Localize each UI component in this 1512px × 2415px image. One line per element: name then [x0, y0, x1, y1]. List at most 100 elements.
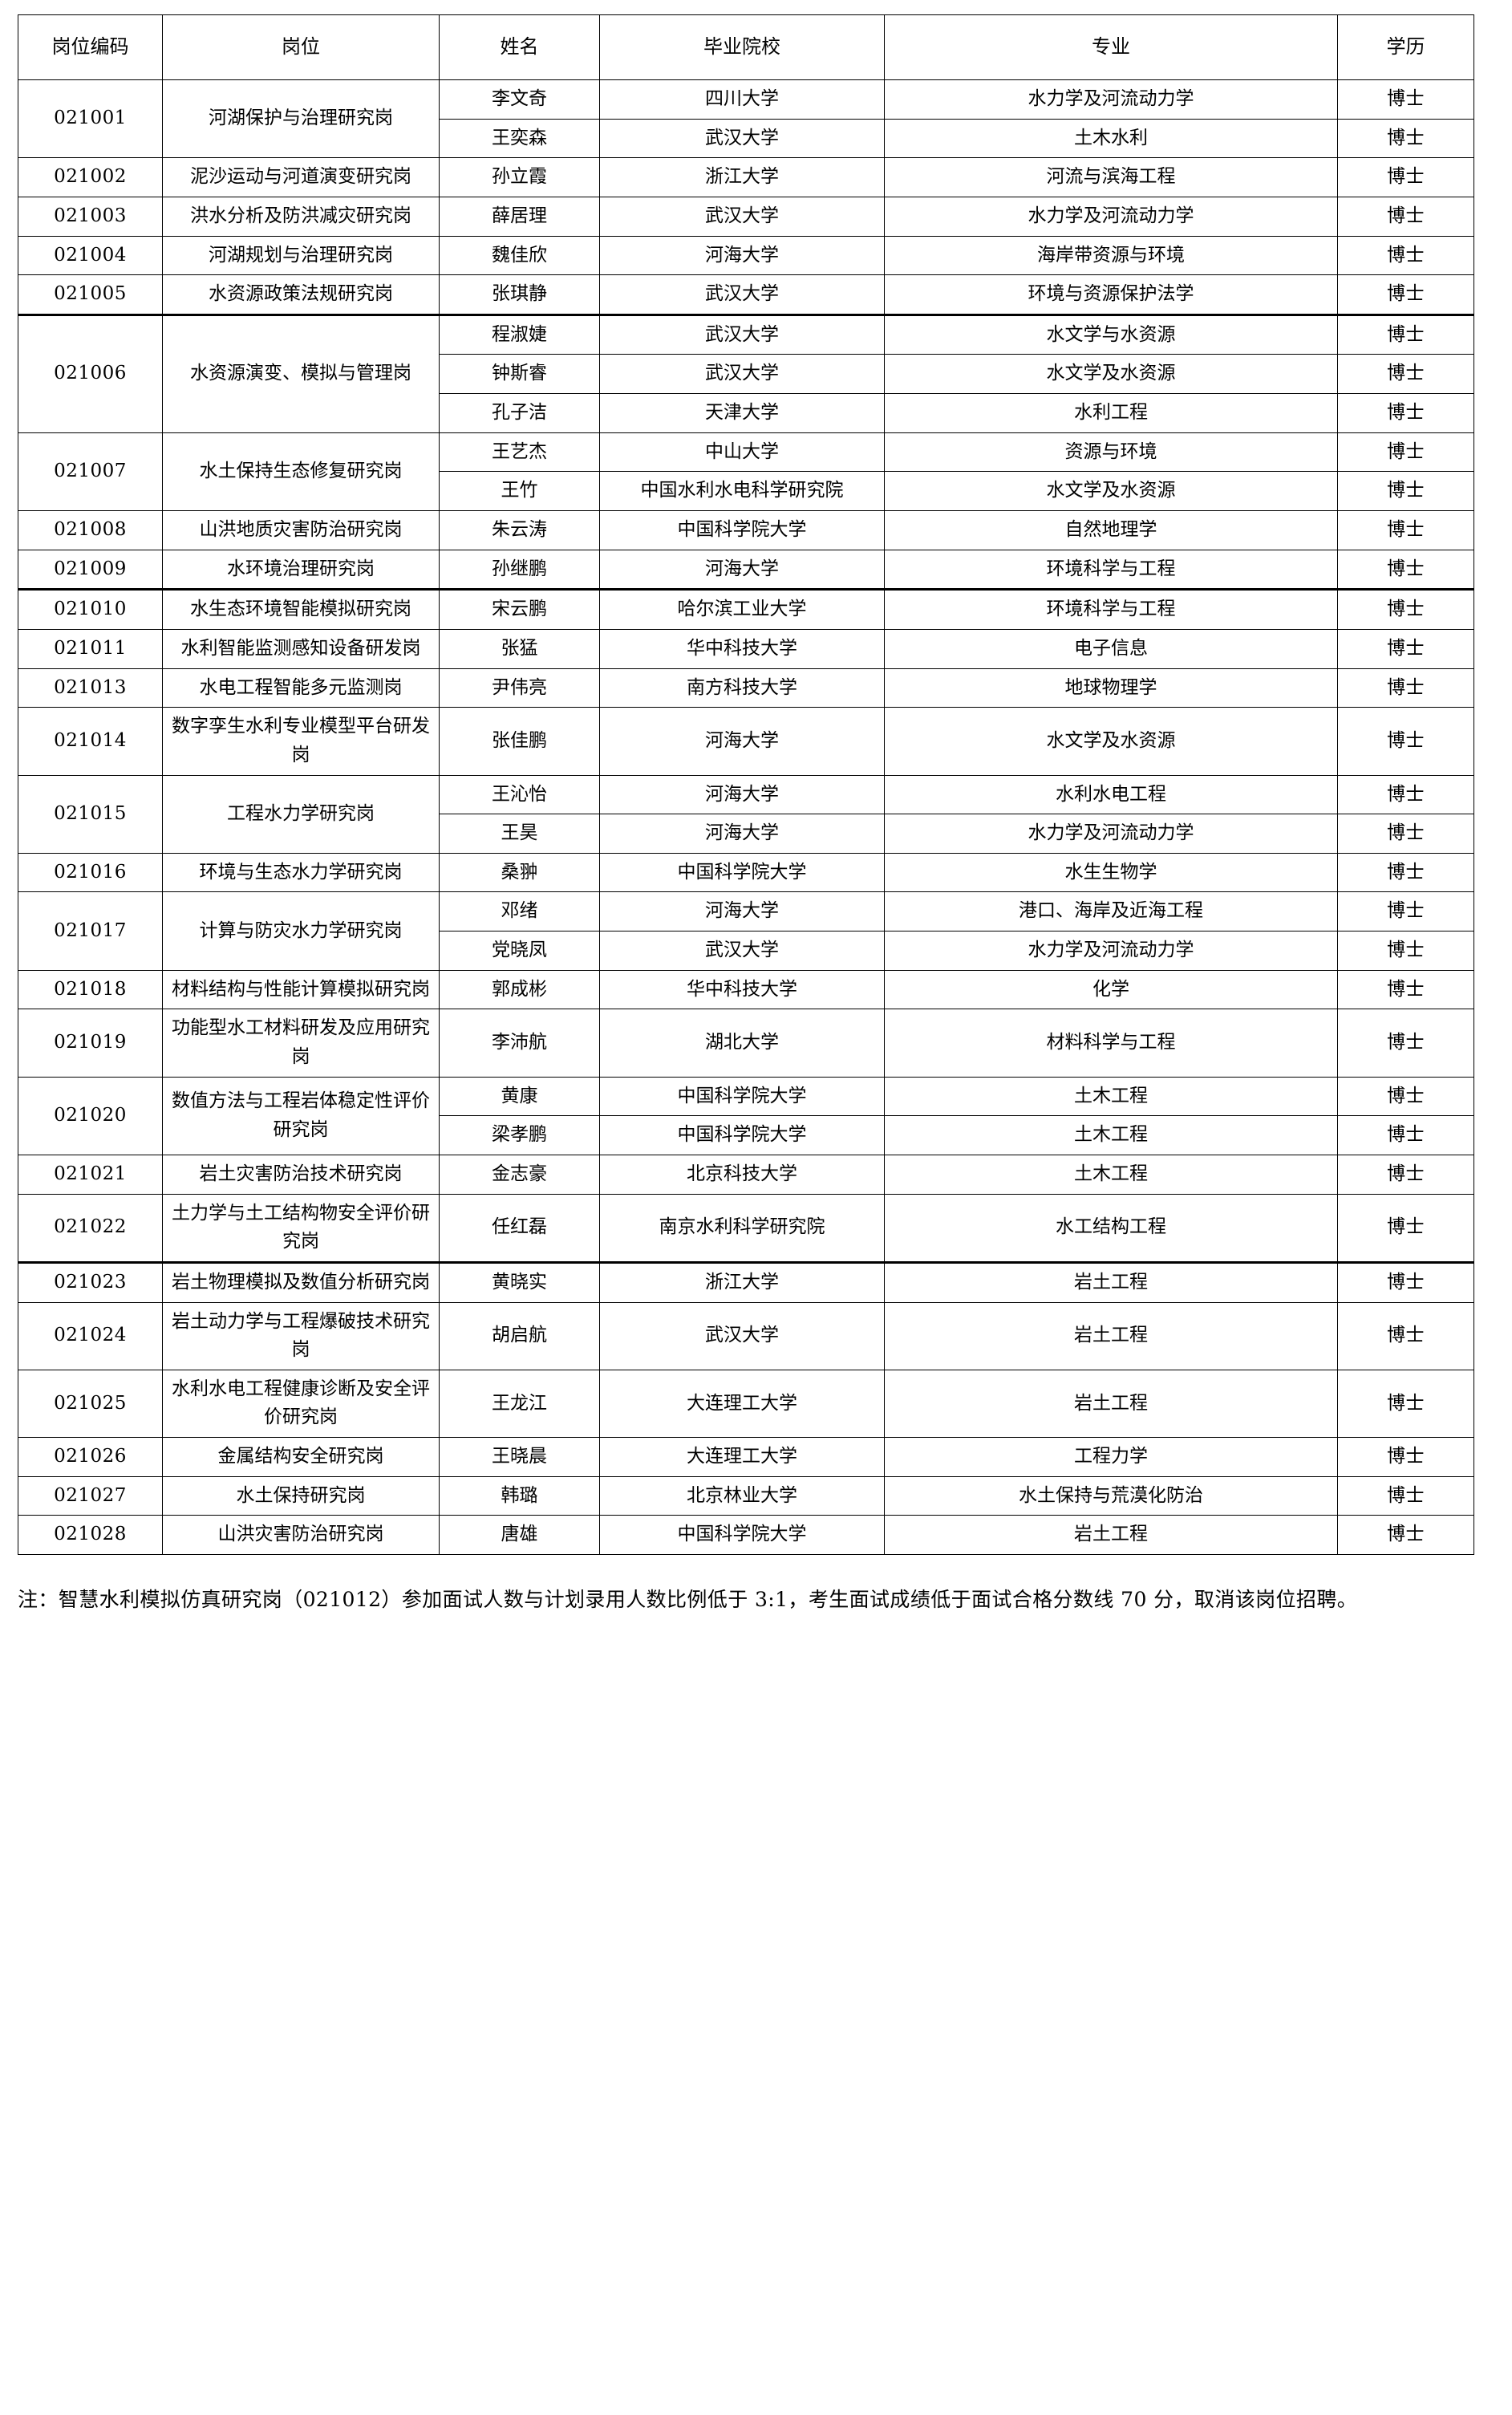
cell-post-name: 计算与防灾水力学研究岗: [162, 891, 440, 971]
cell-graduate-school: 大连理工大学: [599, 1437, 885, 1477]
cell-graduate-school: 武汉大学: [599, 313, 885, 355]
cell-graduate-school: 武汉大学: [599, 931, 885, 971]
cell-applicant-name: 党晓凤: [439, 931, 600, 971]
cell-degree: 博士: [1337, 628, 1474, 669]
cell-applicant-name: 薛居理: [439, 196, 600, 237]
cell-applicant-name: 孔子洁: [439, 393, 600, 433]
cell-applicant-name: 张琪静: [439, 274, 600, 315]
cell-degree: 博士: [1337, 1515, 1474, 1555]
cell-degree: 博士: [1337, 1437, 1474, 1477]
table-row: 021015 工程水力学研究岗 王沁怡 河海大学 水利水电工程 博士: [18, 774, 1474, 854]
cell-degree: 博士: [1337, 196, 1474, 237]
cell-major: 水利水电工程: [884, 774, 1338, 815]
cell-graduate-school: 天津大学: [599, 393, 885, 433]
column-header-school: 毕业院校: [599, 14, 885, 80]
cell-graduate-school: 中国科学院大学: [599, 1515, 885, 1555]
column-header-post: 岗位: [162, 14, 440, 80]
cell-post-code: 021024: [18, 1301, 163, 1370]
cell-major: 水工结构工程: [884, 1193, 1338, 1263]
cell-applicant-name: 韩璐: [439, 1475, 600, 1516]
cell-applicant-name: 张佳鹏: [439, 707, 600, 776]
cell-major: 水文学及水资源: [884, 707, 1338, 776]
cell-major: 河流与滨海工程: [884, 157, 1338, 197]
cell-major: 岩土工程: [884, 1260, 1338, 1303]
cell-post-name: 材料结构与性能计算模拟研究岗: [162, 969, 440, 1010]
cell-graduate-school: 河海大学: [599, 235, 885, 276]
cell-degree: 博士: [1337, 1369, 1474, 1439]
cell-major: 海岸带资源与环境: [884, 235, 1338, 276]
cell-graduate-school: 武汉大学: [599, 196, 885, 237]
cell-post-code: 021003: [18, 196, 163, 237]
table-row: 王竹 中国水利水电科学研究院 水文学及水资源 博士: [18, 471, 1474, 512]
cell-major: 港口、海岸及近海工程: [884, 891, 1338, 932]
cell-degree: 博士: [1337, 79, 1474, 120]
cell-major: 环境科学与工程: [884, 549, 1338, 591]
cell-graduate-school: 中山大学: [599, 432, 885, 473]
cell-post-code: 021027: [18, 1475, 163, 1516]
cell-post-name: 土力学与土工结构物安全评价研究岗: [162, 1193, 440, 1263]
cell-graduate-school: 河海大学: [599, 707, 885, 776]
table-row: 021013 水电工程智能多元监测岗 尹伟亮 南方科技大学 地球物理学 博士: [18, 668, 1474, 708]
cell-degree: 博士: [1337, 1009, 1474, 1078]
cell-major: 水利工程: [884, 393, 1338, 433]
cell-post-code: 021019: [18, 1009, 163, 1078]
cell-degree: 博士: [1337, 1115, 1474, 1155]
cell-degree: 博士: [1337, 432, 1474, 473]
cell-post-code: 021022: [18, 1193, 163, 1263]
cell-applicant-name: 宋云鹏: [439, 588, 600, 630]
cell-degree: 博士: [1337, 354, 1474, 395]
cell-graduate-school: 中国水利水电科学研究院: [599, 471, 885, 512]
cell-major: 工程力学: [884, 1437, 1338, 1477]
cell-applicant-name: 程淑婕: [439, 313, 600, 355]
cell-major: 岩土工程: [884, 1515, 1338, 1555]
table-row: 梁孝鹏 中国科学院大学 土木工程 博士: [18, 1115, 1474, 1155]
cell-post-code: 021018: [18, 969, 163, 1010]
table-row: 021026 金属结构安全研究岗 王晓晨 大连理工大学 工程力学 博士: [18, 1437, 1474, 1477]
cell-applicant-name: 金志豪: [439, 1154, 600, 1195]
cell-graduate-school: 南方科技大学: [599, 668, 885, 708]
cell-post-code: 021023: [18, 1260, 163, 1303]
cell-major: 化学: [884, 969, 1338, 1010]
cell-degree: 博士: [1337, 774, 1474, 815]
cell-degree: 博士: [1337, 471, 1474, 512]
cell-degree: 博士: [1337, 668, 1474, 708]
table-row: 021023 岩土物理模拟及数值分析研究岗 黄晓实 浙江大学 岩土工程 博士: [18, 1260, 1474, 1303]
cell-major: 材料科学与工程: [884, 1009, 1338, 1078]
cell-applicant-name: 唐雄: [439, 1515, 600, 1555]
cell-post-name: 水土保持生态修复研究岗: [162, 432, 440, 512]
cell-major: 水文学与水资源: [884, 313, 1338, 355]
table-header-row: 岗位编码 岗位 姓名 毕业院校 专业 学历: [18, 14, 1474, 80]
table-row: 021017 计算与防灾水力学研究岗 邓绪 河海大学 港口、海岸及近海工程 博士: [18, 891, 1474, 971]
cell-post-name: 水资源政策法规研究岗: [162, 274, 440, 315]
cell-post-name: 工程水力学研究岗: [162, 774, 440, 854]
cell-applicant-name: 孙立霞: [439, 157, 600, 197]
cell-graduate-school: 武汉大学: [599, 1301, 885, 1370]
cell-applicant-name: 李文奇: [439, 79, 600, 120]
cell-degree: 博士: [1337, 157, 1474, 197]
table-row: 021003 洪水分析及防洪减灾研究岗 薛居理 武汉大学 水力学及河流动力学 博士: [18, 196, 1474, 237]
cell-applicant-name: 王竹: [439, 471, 600, 512]
column-header-major: 专业: [884, 14, 1338, 80]
cell-major: 水土保持与荒漠化防治: [884, 1475, 1338, 1516]
table-row: 021018 材料结构与性能计算模拟研究岗 郭成彬 华中科技大学 化学 博士: [18, 969, 1474, 1010]
cell-degree: 博士: [1337, 707, 1474, 776]
cell-applicant-name: 胡启航: [439, 1301, 600, 1370]
cell-post-code: 021002: [18, 157, 163, 197]
cell-applicant-name: 邓绪: [439, 891, 600, 932]
footnote: 注：智慧水利模拟仿真研究岗（021012）参加面试人数与计划录用人数比例低于 3…: [18, 1587, 1358, 1611]
cell-graduate-school: 中国科学院大学: [599, 1115, 885, 1155]
table-row: 党晓凤 武汉大学 水力学及河流动力学 博士: [18, 931, 1474, 971]
cell-post-name: 岩土物理模拟及数值分析研究岗: [162, 1260, 440, 1303]
cell-degree: 博士: [1337, 1076, 1474, 1117]
cell-graduate-school: 北京林业大学: [599, 1475, 885, 1516]
cell-degree: 博士: [1337, 1193, 1474, 1263]
cell-graduate-school: 华中科技大学: [599, 628, 885, 669]
table-row: 王昊 河海大学 水力学及河流动力学 博士: [18, 814, 1474, 854]
cell-graduate-school: 中国科学院大学: [599, 1076, 885, 1117]
cell-graduate-school: 中国科学院大学: [599, 510, 885, 550]
cell-graduate-school: 中国科学院大学: [599, 852, 885, 893]
table-row: 孔子洁 天津大学 水利工程 博士: [18, 393, 1474, 433]
cell-graduate-school: 湖北大学: [599, 1009, 885, 1078]
cell-degree: 博士: [1337, 393, 1474, 433]
cell-major: 水文学及水资源: [884, 471, 1338, 512]
